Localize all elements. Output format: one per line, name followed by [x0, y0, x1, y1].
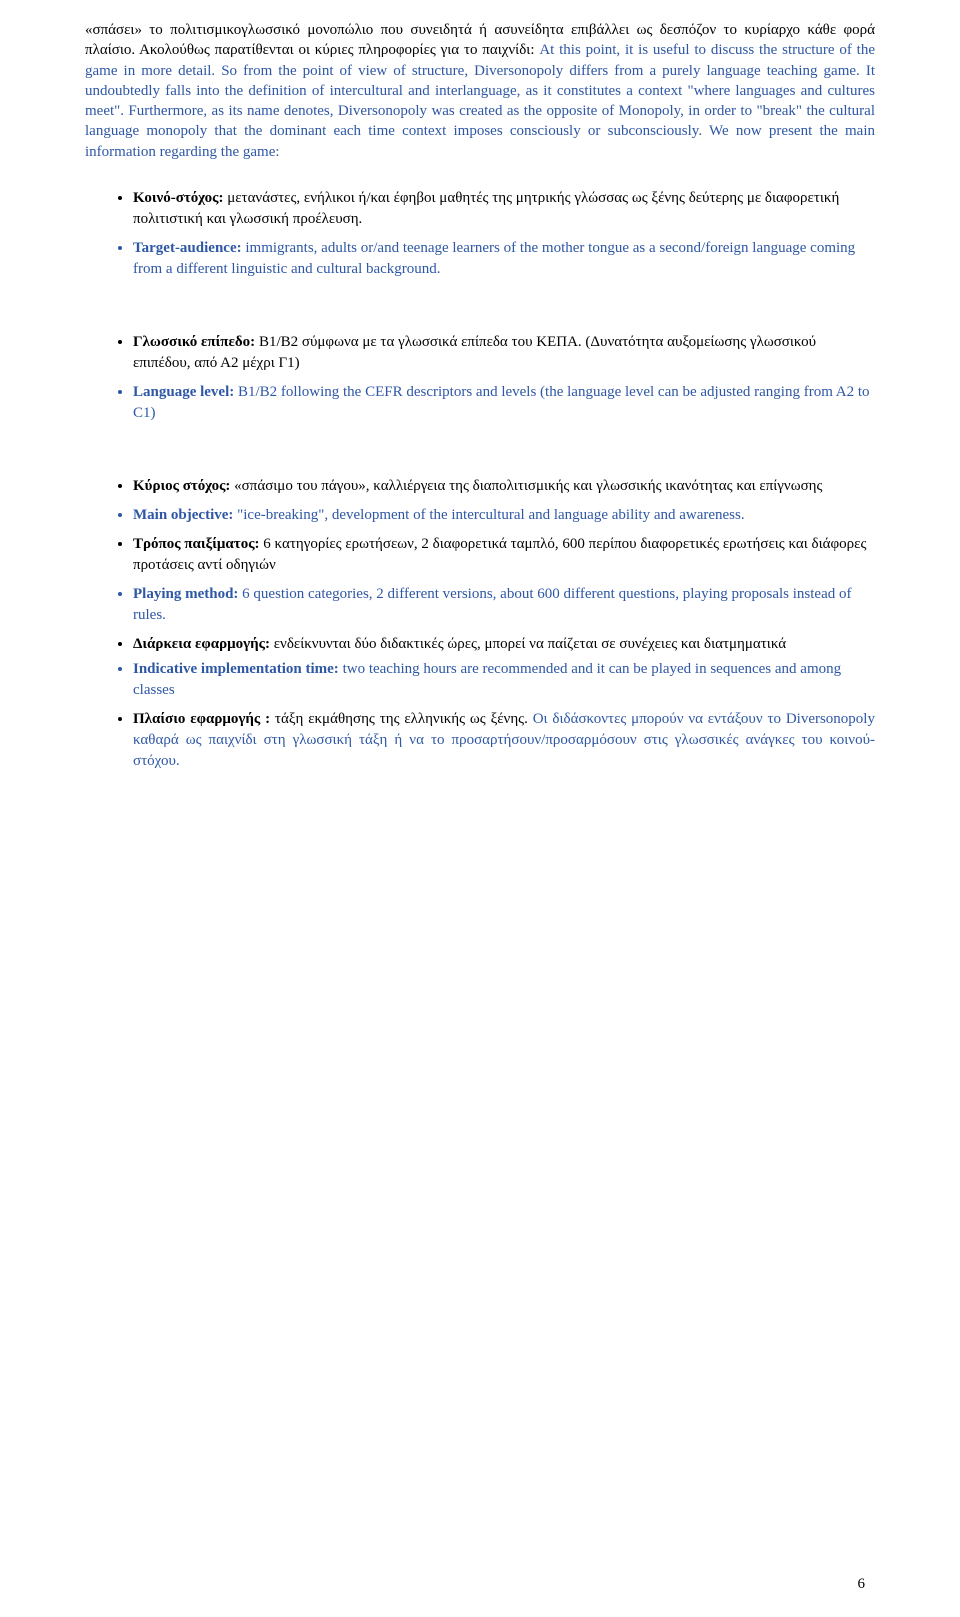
page-number: 6 — [858, 1576, 866, 1593]
method-en-label: Playing method: — [133, 586, 238, 602]
obj-en-label: Main objective: — [133, 507, 233, 523]
context-gr-label: Πλαίσιο εφαρμογής : — [133, 711, 270, 727]
method-gr-label: Τρόπος παιξίματος: — [133, 536, 260, 552]
obj-gr-body: «σπάσιμο του πάγου», καλλιέργεια της δια… — [230, 478, 822, 494]
method-en-body: 6 question categories, 2 different versi… — [133, 586, 852, 623]
time-gr-label: Διάρκεια εφαρμογής: — [133, 636, 270, 652]
list-item-obj-gr: Κύριος στόχος: «σπάσιμο του πάγου», καλλ… — [133, 476, 875, 497]
target-en-body: immigrants, adults or/and teenage learne… — [133, 240, 855, 277]
list-item-level-en: Language level: B1/B2 following the CEFR… — [133, 382, 875, 424]
level-gr-label: Γλωσσικό επίπεδο: — [133, 334, 255, 350]
obj-en-body: "ice-breaking", development of the inter… — [233, 507, 744, 523]
list-item-target-gr: Κοινό-στόχος: μετανάστες, ενήλικοι ή/και… — [133, 188, 875, 230]
list-item-method-gr: Τρόπος παιξίματος: 6 κατηγορίες ερωτήσεω… — [133, 534, 875, 576]
target-gr-body: μετανάστες, ενήλικοι ή/και έφηβοι μαθητέ… — [133, 190, 839, 227]
list-item-target-en: Target-audience: immigrants, adults or/a… — [133, 238, 875, 280]
time-en-label: Indicative implementation time: — [133, 661, 339, 677]
list-item-context-gr: Πλαίσιο εφαρμογής : τάξη εκμάθησης της ε… — [133, 709, 875, 772]
context-gr-body-black: τάξη εκμάθησης της ελληνικής ως ξένης. — [270, 711, 528, 727]
level-en-label: Language level: — [133, 384, 234, 400]
list-item-obj-en: Main objective: "ice-breaking", developm… — [133, 505, 875, 526]
target-en-label: Target-audience: — [133, 240, 242, 256]
target-gr-label: Κοινό-στόχος: — [133, 190, 223, 206]
level-en-body: B1/B2 following the CEFR descriptors and… — [133, 384, 870, 421]
obj-gr-label: Κύριος στόχος: — [133, 478, 230, 494]
list-item-time-gr: Διάρκεια εφαρμογής: ενδείκνυνται δύο διδ… — [133, 634, 875, 655]
list-item-time-en: Indicative implementation time: two teac… — [133, 659, 875, 701]
intro-paragraph: «σπάσει» το πολιτισμικογλωσσικό μονοπώλι… — [85, 20, 875, 162]
intro-english: At this point, it is useful to discuss t… — [85, 42, 875, 159]
list-item-level-gr: Γλωσσικό επίπεδο: Β1/Β2 σύμφωνα με τα γλ… — [133, 332, 875, 374]
time-gr-body: ενδείκνυνται δύο διδακτικές ώρες, μπορεί… — [270, 636, 786, 652]
list-item-method-en: Playing method: 6 question categories, 2… — [133, 584, 875, 626]
